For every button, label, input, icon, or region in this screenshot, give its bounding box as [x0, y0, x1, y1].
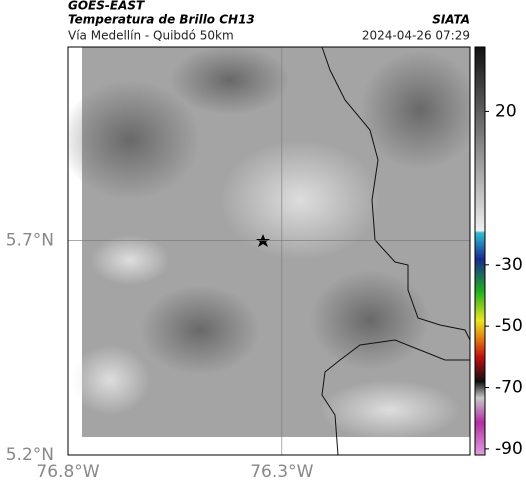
y-tick-label: 5.2°N — [6, 445, 54, 465]
x-tick-label: 76.3°W — [250, 462, 313, 482]
y-tick-label: 5.7°N — [6, 230, 54, 250]
colorbar-tick-label: 20 — [495, 101, 517, 121]
map-frame — [67, 46, 471, 456]
source: SIATA — [432, 13, 470, 27]
title: GOES-EAST — [68, 0, 145, 13]
x-tick-label: 76.8°W — [36, 462, 99, 482]
colorbar-tick-label: -30 — [495, 255, 523, 275]
datetime: 2024-04-26 07:29 — [362, 29, 470, 43]
satellite-image — [68, 47, 470, 455]
colorbar-tick-label: -50 — [495, 316, 523, 336]
colorbar-tick-label: -90 — [495, 439, 523, 459]
colorbar — [474, 46, 486, 456]
region: Vía Medellín - Quibdó 50km — [68, 29, 234, 43]
colorbar-tick-label: -70 — [495, 378, 523, 398]
subtitle: Temperatura de Brillo CH13 — [68, 13, 255, 27]
